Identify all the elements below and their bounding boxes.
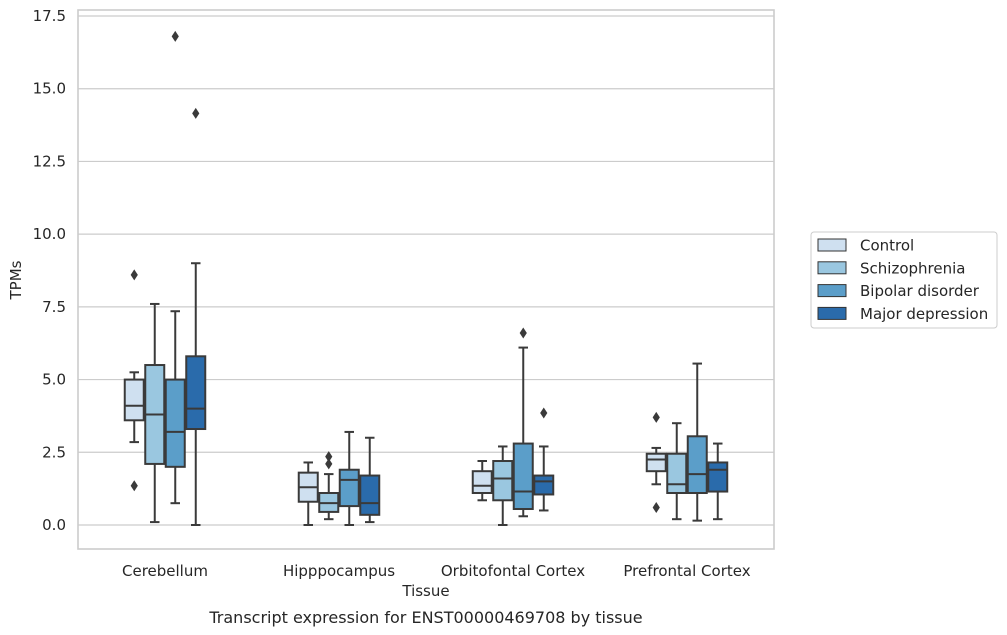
y-tick-label: 0.0 [42,516,66,534]
legend: Control Schizophrenia Bipolar disorder Majo… [810,231,998,329]
box-groups [123,30,729,526]
box-iqr [707,461,729,493]
box-0-3 [185,107,207,526]
box-1-2 [338,430,360,526]
box-iqr [359,474,381,516]
outlier-point [519,327,527,339]
box-0-0 [123,269,145,492]
box-iqr [645,452,667,473]
box-1-0 [297,461,319,526]
y-tick-label: 5.0 [42,371,66,389]
x-tick-label: Prefrontal Cortex [623,562,750,580]
box-3-3 [707,442,729,521]
legend-swatch [817,238,847,252]
y-axis-ticks: 0.0 2.5 5.0 7.5 10.0 12.5 15.0 17.5 [33,7,66,534]
chart-caption: Transcript expression for ENST0000046970… [208,608,642,627]
y-tick-label: 15.0 [33,80,66,98]
box-iqr [471,470,493,495]
y-tick-label: 2.5 [42,443,66,461]
outlier-point [130,269,138,281]
outlier-point [130,480,138,492]
x-tick-label: Orbitofontal Cortex [441,562,585,580]
box-iqr [686,435,708,495]
box-iqr [185,355,207,431]
legend-label: Schizophrenia [860,259,965,277]
box-2-0 [471,460,493,502]
legend-swatch [817,261,847,275]
x-tick-label: Cerebellum [122,562,208,580]
box-iqr [533,474,555,496]
box-iqr [164,378,186,468]
outlier-point [325,451,333,463]
x-axis-ticks: Cerebellum Hipppocampus Orbitofontal Corte… [122,562,751,580]
legend-label: Major depression [860,305,988,323]
legend-swatch [817,306,847,320]
box-3-2 [686,362,708,522]
box-1-1 [318,451,340,521]
box-2-1 [492,445,514,526]
legend-frame [810,231,998,329]
outlier-point [171,30,179,42]
box-2-2 [512,327,534,518]
y-axis-label: TPMs [7,260,25,300]
box-0-2 [164,30,186,505]
outlier-point [652,411,660,423]
outlier-point [325,458,333,470]
y-tick-label: 17.5 [33,7,66,25]
y-tick-label: 10.0 [33,225,66,243]
box-iqr [512,442,534,511]
outlier-point [540,407,548,419]
box-iqr [338,468,360,508]
outlier-point [192,107,200,119]
x-axis-label: Tissue [401,582,449,600]
y-tick-label: 12.5 [33,152,66,170]
x-tick-label: Hipppocampus [283,562,395,580]
outlier-point [652,502,660,514]
legend-label: Control [860,237,914,255]
box-3-1 [666,422,688,521]
box-2-3 [533,407,555,512]
box-1-3 [359,436,381,524]
y-tick-label: 7.5 [42,298,66,316]
box-3-0 [645,411,667,514]
box-iqr [123,378,145,422]
box-0-1 [144,302,166,524]
legend-swatch [817,284,847,298]
box-iqr [492,460,514,502]
legend-label: Bipolar disorder [860,282,980,300]
box-iqr [666,452,688,495]
plot-frame [77,9,775,550]
